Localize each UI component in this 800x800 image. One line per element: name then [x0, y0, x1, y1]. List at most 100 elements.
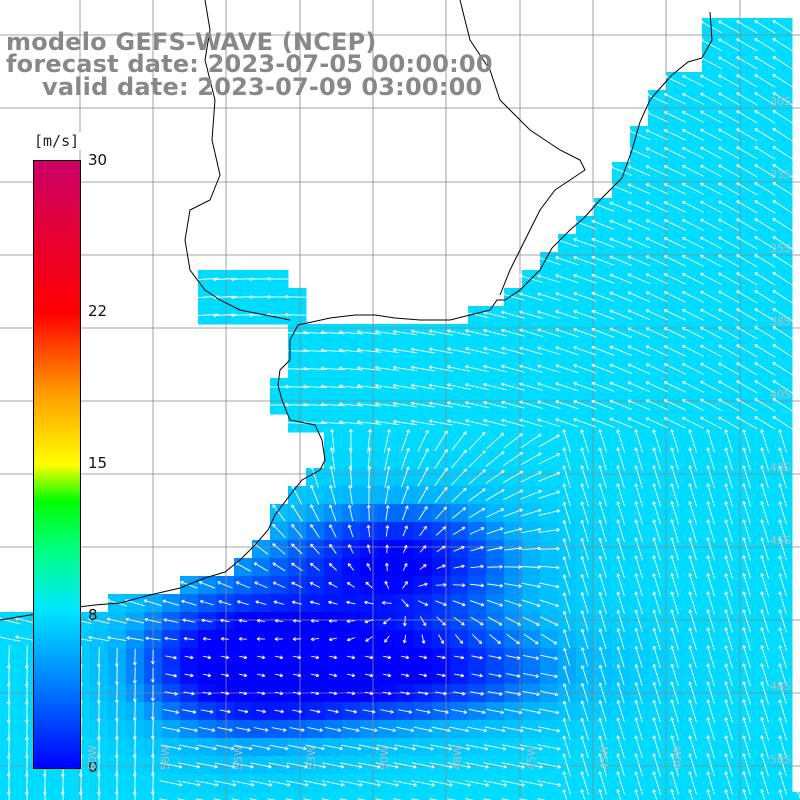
wind-arrow: [454, 634, 464, 644]
wind-arrow: [521, 565, 541, 570]
wind-arrow: [144, 617, 162, 624]
wind-arrow: [385, 544, 390, 554]
wind-arrow: [469, 600, 485, 607]
wind-speed-cell: [414, 792, 433, 800]
wind-arrow: [627, 219, 651, 231]
wind-arrow: [468, 488, 486, 502]
wind-arrow: [736, 164, 758, 178]
wind-arrow: [555, 274, 579, 284]
wind-arrow: [562, 610, 571, 632]
wind-speed-cell: [576, 792, 595, 800]
wind-arrow: [519, 328, 543, 337]
wind-arrow: [706, 519, 715, 543]
wind-arrow: [688, 447, 697, 471]
wind-arrow: [652, 519, 661, 543]
wind-arrow: [627, 129, 651, 141]
wind-arrow: [760, 699, 769, 723]
wind-arrow: [688, 735, 697, 759]
wind-arrow: [718, 308, 740, 322]
wind-arrow: [562, 483, 571, 507]
wind-arrow: [384, 466, 391, 488]
wind-arrow: [392, 329, 417, 336]
wind-arrow: [562, 429, 571, 453]
wind-arrow: [401, 485, 410, 505]
wind-arrow: [598, 537, 607, 561]
wind-arrow: [652, 501, 661, 525]
wind-arrow: [330, 428, 335, 453]
wind-arrow: [609, 327, 633, 338]
wind-arrow: [412, 744, 434, 751]
wind-arrow: [309, 562, 320, 571]
wind-arrow: [521, 708, 541, 715]
wind-arrow: [760, 483, 769, 507]
wind-arrow: [435, 582, 447, 587]
wind-arrow: [706, 681, 715, 705]
wind-arrow: [431, 726, 451, 733]
wind-arrow: [501, 418, 525, 427]
wind-arrow: [591, 309, 615, 320]
wind-arrow: [700, 344, 722, 358]
wind-arrow: [392, 347, 417, 354]
wind-arrow: [562, 501, 571, 524]
wind-arrow: [346, 600, 356, 605]
wind-arrow: [483, 744, 507, 751]
wind-arrow: [448, 744, 471, 751]
latitude-label: 30S: [770, 95, 791, 108]
wind-arrow: [418, 655, 428, 660]
wind-arrow: [627, 327, 651, 339]
wind-arrow: [598, 555, 607, 579]
wind-arrow: [688, 483, 697, 507]
wind-arrow: [670, 717, 679, 741]
wind-arrow: [724, 465, 733, 489]
wind-arrow: [700, 290, 722, 304]
wind-arrow: [663, 75, 687, 87]
wind-arrow: [724, 555, 733, 579]
wind-arrow: [645, 219, 669, 231]
wind-arrow: [616, 682, 625, 704]
wind-arrow: [323, 744, 344, 751]
wind-arrow: [364, 619, 374, 624]
wind-arrow: [555, 346, 579, 356]
wind-arrow: [760, 591, 769, 615]
wind-arrow: [652, 573, 661, 597]
wind-arrow: [400, 673, 410, 678]
wind-arrow: [742, 501, 751, 525]
wind-arrow: [627, 309, 651, 321]
wind-arrow: [634, 735, 643, 759]
wind-arrow: [573, 345, 597, 356]
latitude-label: 50S: [770, 753, 791, 766]
wind-arrow: [754, 164, 776, 178]
wind-arrow: [501, 382, 525, 391]
wind-arrow: [413, 726, 433, 733]
wind-arrow: [251, 744, 271, 751]
wind-speed-field: [0, 18, 800, 800]
wind-arrow: [718, 398, 740, 412]
wind-arrow: [555, 310, 579, 320]
wind-arrow: [256, 637, 266, 641]
wind-arrow: [688, 699, 697, 723]
wind-speed-cell: [306, 792, 325, 800]
wind-arrow: [501, 328, 525, 337]
wind-speed-cell: [324, 792, 343, 800]
wind-arrow: [563, 629, 571, 649]
wind-arrow: [681, 255, 704, 267]
wind-arrow: [410, 347, 435, 354]
wind-arrow: [772, 236, 794, 250]
wind-arrow: [487, 583, 504, 588]
wind-arrow: [634, 627, 643, 650]
wind-arrow: [348, 465, 353, 488]
wind-arrow: [365, 581, 373, 589]
wind-arrow: [778, 735, 787, 759]
wind-arrow: [580, 483, 589, 507]
wind-arrow: [469, 527, 485, 535]
wind-arrow: [309, 600, 320, 605]
wind-arrow: [538, 582, 560, 589]
wind-arrow: [754, 218, 776, 232]
wind-arrow: [580, 592, 589, 614]
wind-arrow: [652, 555, 661, 579]
wind-arrow: [347, 504, 354, 522]
wind-arrow: [364, 673, 374, 678]
wind-arrow: [670, 429, 679, 453]
wind-arrow: [346, 637, 355, 642]
